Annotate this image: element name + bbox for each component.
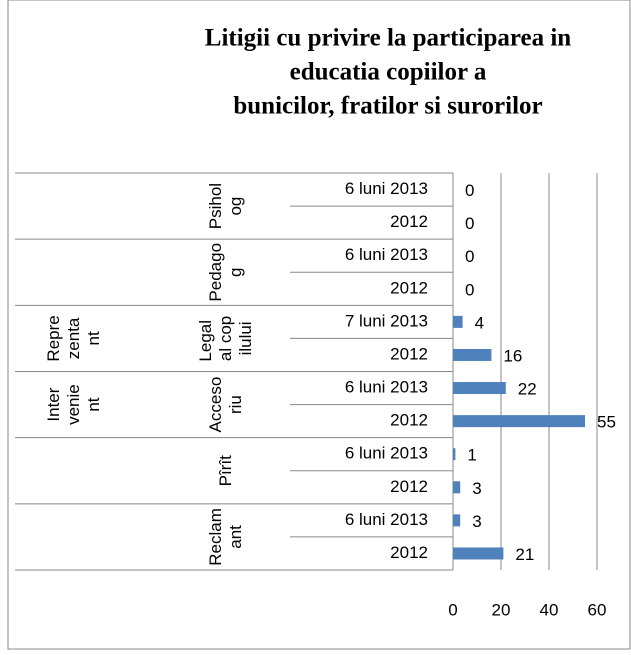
value-label: 55 bbox=[597, 413, 616, 432]
y-tick-label: 2012 bbox=[390, 212, 428, 231]
chart-title: Litigii cu privire la participarea in bbox=[205, 25, 572, 52]
value-label: 3 bbox=[472, 479, 481, 498]
y-tick-label: 7 luni 2013 bbox=[345, 311, 428, 330]
x-tick-label: 60 bbox=[588, 600, 607, 619]
chart-title: bunicilor, fratilor si surorilor bbox=[233, 93, 542, 120]
y-tick-label: 6 luni 2013 bbox=[345, 378, 428, 397]
chart-border bbox=[7, 0, 631, 650]
value-label: 22 bbox=[518, 380, 537, 399]
value-label: 0 bbox=[465, 280, 474, 299]
group-label: Pedagog bbox=[206, 243, 245, 302]
x-tick-label: 40 bbox=[540, 600, 559, 619]
value-label: 4 bbox=[475, 313, 484, 332]
value-label: 0 bbox=[465, 247, 474, 266]
parent-group-label: Reprezentant bbox=[44, 315, 103, 361]
group-label: Reclamant bbox=[206, 508, 245, 566]
y-tick-label: 2012 bbox=[390, 344, 428, 363]
value-label: 3 bbox=[472, 512, 481, 531]
bar bbox=[453, 481, 461, 494]
bar bbox=[453, 448, 456, 461]
parent-group-label: Intervenient bbox=[44, 384, 103, 425]
bar bbox=[453, 514, 461, 527]
bar bbox=[453, 547, 504, 560]
y-tick-label: 6 luni 2013 bbox=[345, 179, 428, 198]
group-label: Pîrît bbox=[216, 455, 235, 486]
group-label: Accesoriu bbox=[206, 377, 245, 433]
group-label: Psiholog bbox=[206, 183, 245, 229]
value-label: 21 bbox=[515, 545, 534, 564]
bar bbox=[453, 315, 463, 328]
group-label: Legal al copilului bbox=[196, 315, 255, 361]
y-tick-label: 6 luni 2013 bbox=[345, 510, 428, 529]
y-tick-label: 2012 bbox=[390, 411, 428, 430]
bar bbox=[453, 415, 585, 428]
y-tick-label: 2012 bbox=[390, 477, 428, 496]
value-label: 1 bbox=[467, 446, 476, 465]
y-tick-label: 6 luni 2013 bbox=[345, 444, 428, 463]
x-tick-label: 20 bbox=[492, 600, 511, 619]
y-tick-label: 2012 bbox=[390, 278, 428, 297]
value-label: 0 bbox=[465, 214, 474, 233]
x-tick-label: 0 bbox=[448, 600, 457, 619]
chart-title: educatia copiilor a bbox=[290, 59, 487, 86]
value-label: 0 bbox=[465, 181, 474, 200]
value-label: 16 bbox=[503, 346, 522, 365]
bar bbox=[453, 348, 492, 361]
bar bbox=[453, 382, 506, 395]
y-tick-label: 2012 bbox=[390, 543, 428, 562]
y-tick-label: 6 luni 2013 bbox=[345, 245, 428, 264]
